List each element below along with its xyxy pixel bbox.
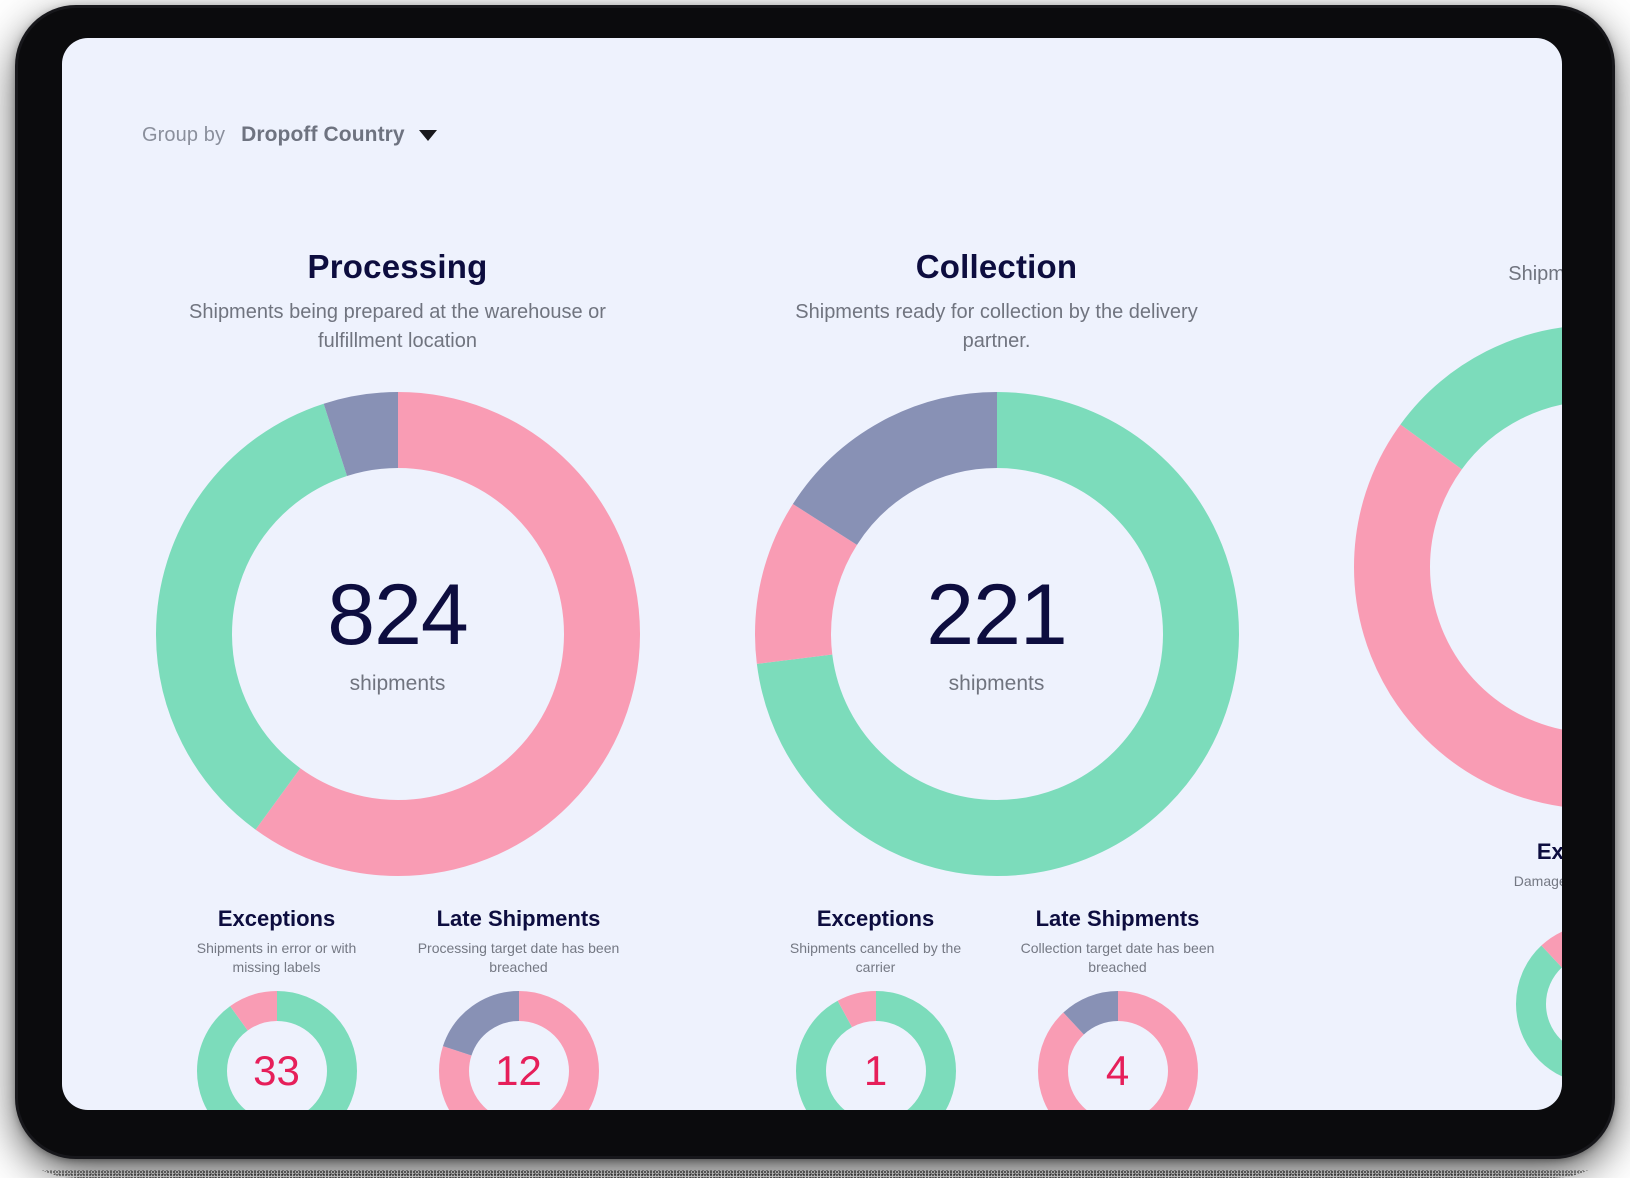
sub-donut-chart[interactable]: 1: [795, 991, 956, 1110]
main-donut-chart[interactable]: 221 shipments: [754, 392, 1239, 876]
main-donut-chart[interactable]: 824 shipments: [155, 392, 640, 876]
sub-donut-chart[interactable]: 86: [1515, 924, 1562, 1084]
donut-svg: [1515, 924, 1562, 1084]
main-donut-chart[interactable]: [1353, 325, 1562, 809]
sub-metric-description: Processing target date has been breached: [417, 940, 620, 975]
sub-metrics: Exceptions Shipments in error or with mis…: [98, 906, 697, 1110]
sub-metric-title: Exceptions: [816, 906, 935, 931]
donut-svg: [1037, 991, 1198, 1110]
sub-donut-chart[interactable]: 12: [438, 991, 599, 1110]
status-columns: Processing Shipments being prepared at th…: [98, 248, 1562, 1110]
sub-metric: Exceptions Shipments cancelled by the car…: [755, 906, 997, 1110]
donut-svg: [196, 991, 357, 1110]
donut-svg: [155, 392, 640, 876]
sub-metric: Exceptions Shipments in error or with mis…: [156, 906, 398, 1110]
donut-svg: [754, 392, 1239, 876]
sub-metrics: Exceptions Shipments cancelled by the car…: [697, 906, 1296, 1110]
group-by-label: Group by: [142, 123, 226, 146]
sub-metric-title: Late Shipments: [436, 906, 601, 931]
column-description: Shipments in flight f: [1508, 263, 1562, 285]
status-column: Processing Shipments being prepared at th…: [98, 248, 697, 1110]
sub-donut-chart[interactable]: 4: [1037, 991, 1198, 1110]
column-title: Processing: [307, 248, 488, 285]
status-column: Shipments in flight f Exceptions Damaged, …: [1296, 248, 1562, 1110]
sub-metric: Late Shipments Collection target date has…: [997, 906, 1239, 1110]
device-bezel: Group by Dropoff Country Processing Shipm…: [18, 8, 1612, 1156]
group-by-toolbar: Group by Dropoff Country: [142, 123, 437, 147]
status-column: Collection Shipments ready for collection…: [697, 248, 1296, 1110]
sub-metric-description: Damaged, lost or failed de attempts: [1513, 873, 1562, 889]
sub-metric: Exceptions Damaged, lost or failed de att…: [1475, 839, 1562, 1084]
group-by-dropdown[interactable]: Dropoff Country: [241, 123, 437, 147]
sub-metric-title: Exceptions: [217, 906, 336, 931]
donut-svg: [1353, 325, 1562, 809]
donut-svg: [438, 991, 599, 1110]
group-by-value: Dropoff Country: [241, 123, 405, 146]
dashboard-viewport: Group by Dropoff Country Processing Shipm…: [62, 38, 1562, 1110]
column-description: Shipments ready for collection by the de…: [795, 301, 1198, 352]
donut-svg: [795, 991, 956, 1110]
column-title: Collection: [915, 248, 1078, 285]
sub-donut-chart[interactable]: 33: [196, 991, 357, 1110]
chevron-down-icon: [418, 129, 437, 141]
sub-metric-title: Exceptions: [1536, 839, 1562, 864]
sub-metric-description: Shipments cancelled by the carrier: [789, 940, 962, 975]
sub-metric-description: Collection target date has been breached: [1020, 940, 1215, 975]
sub-metrics: Exceptions Damaged, lost or failed de att…: [1296, 839, 1562, 1084]
column-description: Shipments being prepared at the warehous…: [189, 301, 606, 352]
sub-metric-description: Shipments in error or with missing label…: [196, 940, 357, 975]
sub-metric-title: Late Shipments: [1035, 906, 1200, 931]
sub-metric: Late Shipments Processing target date has…: [398, 906, 640, 1110]
